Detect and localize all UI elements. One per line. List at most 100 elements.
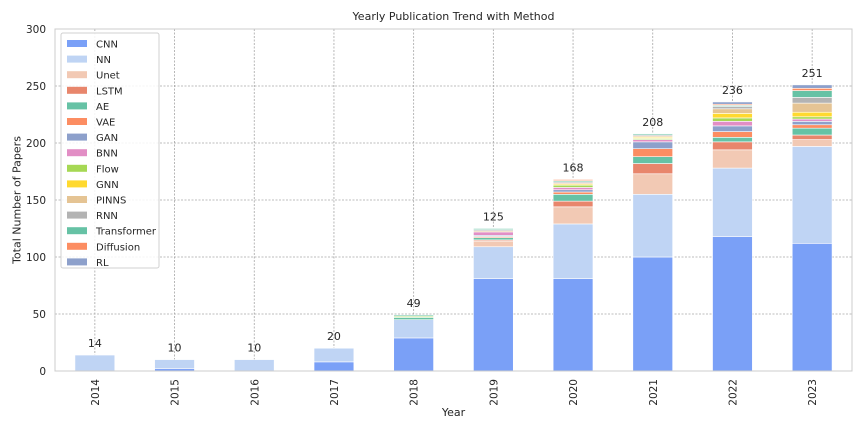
total-label-2017: 20 [327, 330, 341, 343]
legend-swatch-rl [67, 258, 87, 266]
total-label-2015: 10 [168, 342, 182, 355]
total-label-2023: 251 [802, 67, 823, 80]
bar-segment-rl-2022 [712, 101, 753, 105]
bar-segment-bnn-2023 [791, 118, 833, 122]
legend-swatch-transformer [67, 227, 87, 235]
bar-segment-transformer-2018 [393, 314, 434, 317]
legend-label-rl: RL [96, 258, 109, 269]
legend-swatch-pinns [67, 196, 87, 203]
bar-segment-bnn-2021 [632, 139, 673, 143]
total-label-2016: 10 [247, 342, 261, 355]
x-tick-label: 2018 [409, 379, 421, 406]
bar-segment-bnn-2022 [712, 121, 753, 127]
total-label-2022: 236 [722, 84, 743, 97]
bar-segment-cnn-2019 [473, 278, 514, 372]
bar-segment-gnn-2023 [791, 111, 833, 118]
bar-segment-cnn-2017 [313, 361, 355, 372]
bar-segment-ae-2019 [473, 237, 514, 241]
total-label-2021: 208 [642, 116, 663, 129]
bar-segment-rnn-2022 [712, 106, 753, 110]
x-tick-label: 2014 [90, 379, 102, 406]
bar-segment-flow-2020 [552, 184, 594, 188]
bar-segment-flow-2022 [712, 117, 753, 122]
bar-segment-nn-2018 [393, 319, 434, 339]
bar-segment-pinns-2022 [712, 108, 753, 114]
x-tick-label: 2019 [488, 379, 500, 406]
bar-segment-vae-2021 [632, 148, 673, 157]
bar-segment-vae-2023 [791, 124, 833, 129]
y-tick-label: 100 [26, 252, 46, 264]
bar-segment-lstm-2022 [712, 141, 753, 151]
legend-label-cnn: CNN [96, 40, 118, 51]
x-tick-label: 2016 [249, 379, 261, 406]
bar-segment-unet-2023 [791, 139, 833, 147]
legend-label-nn: NN [96, 55, 111, 66]
bar-segment-rl-2023 [791, 84, 833, 89]
bar-segment-lstm-2021 [632, 163, 673, 175]
bar-segment-gan-2022 [712, 125, 753, 132]
legend-swatch-gnn [67, 180, 87, 188]
legend-swatch-diffusion [67, 242, 87, 250]
x-tick-label: 2017 [329, 379, 341, 406]
bar-segment-unet-2021 [632, 173, 673, 195]
legend-swatch-flow [67, 164, 87, 172]
bar-segment-cnn-2020 [552, 278, 594, 372]
legend-label-gan: GAN [96, 133, 118, 144]
bar-segment-cnn-2023 [791, 243, 833, 372]
legend-swatch-vae [67, 118, 87, 125]
bar-segment-pinns-2023 [791, 102, 833, 113]
bar-segment-gan-2023 [791, 121, 833, 126]
x-tick-label: 2023 [807, 379, 819, 406]
y-tick-label: 250 [26, 81, 46, 93]
bar-segment-nn-2017 [313, 347, 355, 363]
x-tick-label: 2020 [568, 379, 580, 406]
legend-swatch-ae [67, 102, 87, 110]
legend-label-bnn: BNN [96, 149, 118, 160]
legend-label-flow: Flow [96, 164, 119, 175]
bar-segment-bnn-2019 [473, 231, 514, 236]
bar-segment-diffusion-2020 [552, 179, 594, 181]
chart-title: Yearly Publication Trend with Method [352, 10, 555, 23]
bar-segment-nn-2022 [712, 167, 753, 237]
bar-segment-ae-2023 [791, 127, 833, 136]
y-tick-label: 0 [39, 366, 46, 378]
legend-label-diffusion: Diffusion [96, 242, 140, 253]
x-tick-label: 2015 [170, 379, 182, 406]
bar-segment-lstm-2020 [552, 200, 594, 208]
total-label-2018: 49 [407, 297, 421, 310]
y-tick-label: 200 [26, 138, 46, 150]
legend-swatch-cnn [67, 40, 87, 47]
x-tick-label: 2021 [648, 379, 660, 406]
bar-segment-nn-2021 [632, 194, 673, 258]
y-tick-label: 150 [26, 195, 46, 207]
bar-segment-nn-2014 [74, 354, 116, 372]
total-label-2014: 14 [88, 337, 102, 350]
bar-segment-ae-2020 [552, 194, 594, 202]
y-tick-label: 50 [33, 309, 46, 321]
legend-swatch-rnn [67, 211, 87, 219]
bar-segment-unet-2019 [473, 240, 514, 248]
bar-segment-transformer-2021 [632, 133, 673, 136]
y-tick-label: 300 [26, 24, 46, 36]
bar-segment-ae-2022 [712, 137, 753, 143]
legend-swatch-bnn [67, 149, 87, 157]
legend-swatch-nn [67, 55, 87, 63]
bar-segment-nn-2016 [234, 359, 275, 372]
bar-segment-rnn-2023 [791, 97, 833, 104]
x-tick-label: 2022 [727, 379, 739, 406]
bar-segment-cnn-2021 [632, 256, 673, 372]
bar-segment-lstm-2023 [791, 134, 833, 140]
bar-segment-gan-2021 [632, 141, 673, 150]
legend-label-lstm: LSTM [96, 86, 123, 97]
x-axis-label: Year [441, 406, 466, 419]
legend-swatch-gan [67, 133, 87, 141]
legend-label-unet: Unet [96, 71, 120, 82]
bar-segment-transformer-2023 [791, 90, 833, 98]
bar-segment-ae-2021 [632, 156, 673, 164]
legend-label-pinns: PINNS [96, 196, 126, 207]
bar-segment-cnn-2018 [393, 337, 434, 372]
bar-segment-gnn-2022 [712, 113, 753, 119]
bar-segment-vae-2020 [552, 191, 594, 195]
